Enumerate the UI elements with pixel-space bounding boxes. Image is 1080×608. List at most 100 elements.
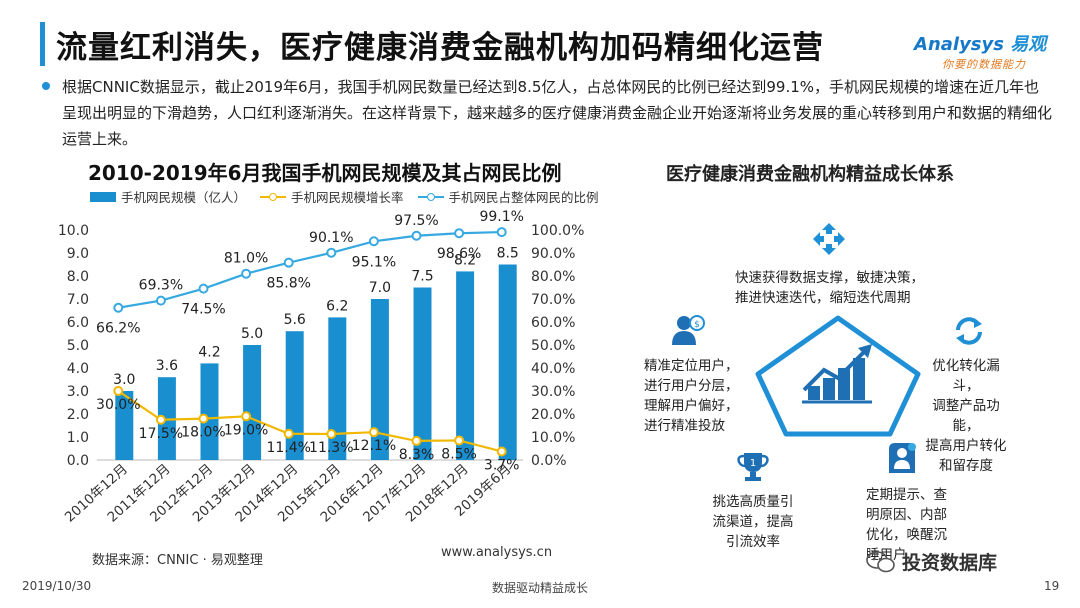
growth-rate-point: [326, 429, 337, 440]
y-left-tick-label: 1.0: [67, 430, 89, 446]
growth-rate-point: [198, 413, 209, 424]
growth-rate-point: [496, 446, 507, 457]
growth-rate-label: 12.1%: [352, 438, 396, 454]
chart-legend: 手机网民规模（亿人） 手机网民规模增长率 手机网民占整体网民的比例: [90, 187, 613, 206]
bar: [413, 287, 432, 460]
wechat-name: 投资数据库: [902, 552, 998, 574]
ratio-line: [118, 230, 502, 309]
ratio-label: 85.8%: [266, 276, 310, 292]
ratio-label: 90.1%: [309, 230, 353, 246]
growth-rate-label: 30.0%: [96, 397, 140, 413]
footer-date: 2019/10/30: [22, 579, 92, 593]
growth-chart-icon: [802, 344, 872, 404]
y-right-tick-label: 50.0%: [531, 338, 575, 354]
y-right-tick-label: 100.0%: [531, 223, 584, 239]
reminder-user-icon: [889, 443, 916, 473]
y-left-tick-label: 9.0: [67, 246, 89, 262]
growth-system-title: 医疗健康消费金融机构精益成长体系: [666, 164, 954, 185]
y-right-tick-label: 60.0%: [531, 315, 575, 331]
bar-value-label: 5.0: [241, 326, 263, 342]
y-left-tick-label: 5.0: [67, 338, 89, 354]
y-left-tick-label: 10.0: [58, 223, 89, 239]
legend-swatch-growth: [260, 192, 287, 202]
legend-label-growth: 手机网民规模增长率: [291, 190, 404, 205]
combo-chart: 0.0 1.0 2.0 3.0 4.0 5.0 6.0 7.0 8.0 9.0 10.0 0.0% 10…: [58, 210, 585, 526]
ratio-label: 69.3%: [139, 278, 183, 294]
bar: [285, 331, 304, 460]
ratio-label: 81.0%: [224, 251, 268, 267]
y-left-tick-label: 8.0: [67, 269, 89, 285]
bar: [370, 299, 389, 460]
growth-rate-label: 3.7%: [484, 457, 520, 473]
bar-value-label: 7.5: [411, 269, 433, 285]
legend-swatch-bar: [90, 191, 116, 202]
ratio-point: [411, 230, 422, 241]
footer-subtitle: 数据驱动精益成长: [492, 581, 589, 595]
ratio-point: [326, 247, 337, 258]
growth-rate-point: [283, 428, 294, 439]
y-right-tick-label: 20.0%: [531, 407, 575, 423]
user-target-icon: $: [672, 315, 705, 345]
ratio-point: [454, 228, 465, 239]
growth-rate-point: [411, 435, 422, 446]
wechat-icon: [866, 550, 895, 572]
growth-item-text-3: 挑选高质量引 流渠道，提高 引流效率: [712, 494, 794, 550]
growth-rate-point: [113, 386, 124, 396]
bar: [243, 345, 262, 460]
y-right-tick-label: 10.0%: [531, 430, 575, 446]
growth-rate-label: 11.4%: [266, 440, 310, 456]
trophy-icon: 1: [737, 453, 769, 481]
y-left-tick-label: 3.0: [67, 384, 89, 400]
analysys-logo: Analysys 易观 你要的数据能力: [914, 30, 1064, 74]
bar-value-label: 8.2: [454, 252, 476, 268]
ratio-label: 97.5%: [394, 213, 438, 229]
y-left-tick-label: 7.0: [67, 292, 89, 308]
y-left-tick-label: 0.0: [67, 453, 89, 469]
logo-tagline: 你要的数据能力: [942, 58, 1026, 71]
legend-item-ratio: 手机网民占整体网民的比例: [417, 187, 599, 206]
intro-paragraph: 根据CNNIC数据显示，截止2019年6月，我国手机网民数量已经达到8.5亿人，…: [62, 78, 1053, 148]
logo-name: nalysys: [927, 34, 1004, 55]
ratio-label: 95.1%: [352, 254, 396, 270]
ratio-point: [155, 295, 166, 306]
growth-item-text-2: 优化转化漏斗， 调整产品功能， 提高用户转化 和留存度: [925, 358, 1007, 474]
bar: [200, 363, 219, 460]
bar: [456, 271, 475, 460]
chart-title: 2010-2019年6月我国手机网民规模及其占网民比例: [88, 161, 562, 185]
ratio-label: 66.2%: [96, 321, 140, 337]
y-right-tick-label: 30.0%: [531, 384, 575, 400]
ratio-point: [198, 283, 209, 294]
data-source: 数据来源：CNNIC · 易观整理: [92, 553, 263, 568]
y-right-tick-label: 80.0%: [531, 269, 575, 285]
ratio-point: [241, 268, 252, 279]
growth-rate-label: 19.0%: [224, 422, 268, 438]
bar-value-label: 3.0: [113, 372, 135, 388]
growth-rate-line: [117, 390, 502, 453]
growth-rate-label: 8.3%: [399, 447, 435, 463]
ratio-point: [496, 227, 507, 238]
bar: [328, 317, 347, 460]
growth-rate-point: [368, 427, 379, 438]
title-accent-bar: [40, 22, 45, 66]
growth-rate-point: [241, 411, 252, 422]
y-left-tick-label: 6.0: [67, 315, 89, 331]
ratio-label: 74.5%: [181, 302, 225, 318]
y-right-tick-label: 0.0%: [531, 453, 567, 469]
ratio-label: 99.1%: [479, 210, 523, 225]
ratio-point: [368, 236, 379, 247]
wechat-badge: 投资数据库: [866, 548, 997, 575]
y-right-tick-label: 90.0%: [531, 246, 575, 262]
ratio-point: [283, 257, 294, 268]
growth-rate-label: 8.5%: [441, 446, 477, 462]
bar-value-label: 4.2: [198, 344, 220, 360]
growth-rate-label: 18.0%: [181, 425, 225, 441]
bar-value-label: 5.6: [284, 312, 306, 328]
bullet-dot: [42, 82, 50, 90]
legend-swatch-ratio: [417, 192, 444, 202]
y-right-tick-label: 70.0%: [531, 292, 575, 308]
bar: [498, 264, 517, 460]
y-right-tick-label: 40.0%: [531, 361, 575, 377]
website-link[interactable]: www.analysys.cn: [441, 545, 553, 560]
page-title: 流量红利消失，医疗健康消费金融机构加码精细化运营: [56, 30, 824, 66]
logo-cn: 易观: [1010, 34, 1047, 55]
